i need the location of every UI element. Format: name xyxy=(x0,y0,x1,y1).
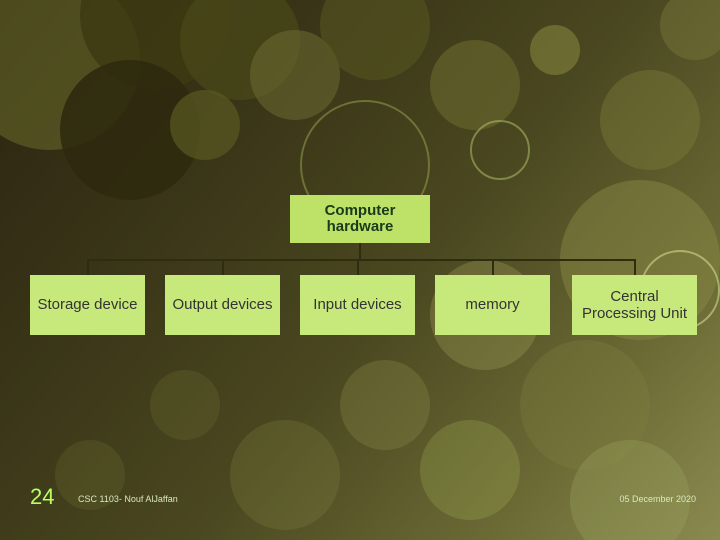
diagram-child-node: memory xyxy=(435,275,550,335)
diagram-child-node: Central Processing Unit xyxy=(572,275,697,335)
connector xyxy=(357,259,359,275)
footer-date: 05 December 2020 xyxy=(619,494,696,504)
slide-content: Computer hardware Storage device Output d… xyxy=(0,0,720,540)
slide-number: 24 xyxy=(30,484,54,510)
footer-author: CSC 1103- Nouf AlJaffan xyxy=(78,494,178,504)
connector xyxy=(222,259,224,275)
diagram-child-node: Output devices xyxy=(165,275,280,335)
diagram-root-node: Computer hardware xyxy=(290,195,430,243)
diagram-child-node: Storage device xyxy=(30,275,145,335)
connector xyxy=(634,259,636,275)
connector xyxy=(492,259,494,275)
connector xyxy=(359,243,361,259)
connector xyxy=(87,259,89,275)
diagram-child-node: Input devices xyxy=(300,275,415,335)
connector xyxy=(88,259,635,261)
